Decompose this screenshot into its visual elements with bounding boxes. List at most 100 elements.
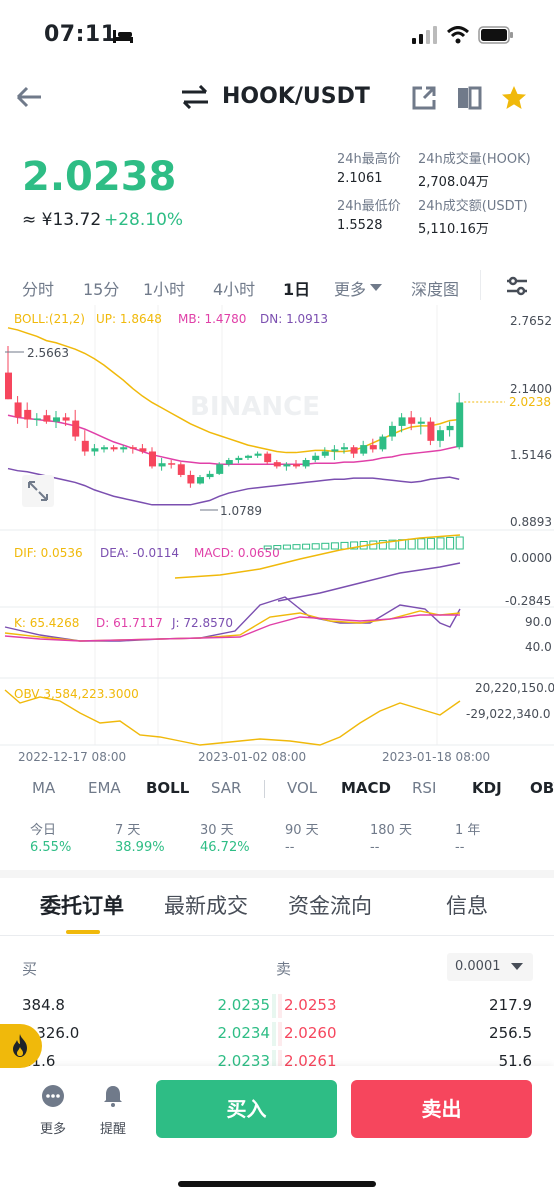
kdj-d-label: D: 61.7117 (96, 616, 163, 630)
tab-more[interactable]: 更多 (334, 276, 383, 300)
ind-ema[interactable]: EMA (88, 779, 121, 797)
high-value: 2.1061 (337, 171, 383, 186)
section-divider (0, 870, 554, 878)
orderbook-row[interactable]: 11.6 2.0233 2.0261 51.6 (0, 1048, 554, 1076)
tab-trades[interactable]: 最新成交 (164, 894, 248, 918)
perf-value-90d: -- (285, 840, 295, 855)
boll-mid-line (7, 414, 460, 466)
boll-dn-line (7, 467, 460, 506)
candle-body (14, 402, 22, 418)
candle-body (62, 417, 70, 421)
candle-body (129, 447, 137, 449)
candle-body (187, 474, 195, 484)
macd-dif-line (174, 534, 461, 579)
candle-body (206, 473, 214, 478)
alert-label: 提醒 (99, 1122, 126, 1137)
kdj-y-tick: 90.0 (525, 615, 552, 629)
vol-quote-label: 24h成交额(USDT) (418, 199, 528, 214)
y-tick-label: 2.1400 (510, 382, 552, 396)
favorite-button[interactable] (500, 84, 528, 112)
chart-settings-button[interactable] (505, 274, 529, 302)
battery-icon (478, 26, 513, 44)
tab-15m[interactable]: 15分 (83, 280, 120, 299)
share-icon (412, 86, 436, 110)
tab-orders[interactable]: 委托订单 (40, 894, 124, 918)
bell-icon (104, 1086, 122, 1107)
ind-kdj[interactable]: KDJ (472, 779, 502, 797)
perf-label-30d: 30 天 (200, 823, 234, 838)
ind-macd[interactable]: MACD (341, 779, 391, 797)
boll-dn-label: DN: 1.0913 (260, 312, 328, 326)
orderbook-sell-label: 卖 (276, 960, 292, 978)
orderbook-buy-label: 买 (22, 960, 38, 978)
kdj-k-label: K: 65.4268 (14, 616, 79, 630)
ind-obv[interactable]: OBV (530, 779, 554, 797)
candle-body (417, 421, 425, 424)
status-time: 07:11 (44, 22, 117, 47)
orderbook-row[interactable]: 384.8 2.0235 2.0253 217.9 (0, 992, 554, 1020)
depth-bar-sell (278, 1050, 282, 1074)
kdj-j-label: J: 72.8570 (171, 616, 233, 630)
tab-depth[interactable]: 深度图 (411, 280, 460, 299)
share-button[interactable] (410, 84, 438, 112)
ind-rsi[interactable]: RSI (412, 779, 437, 797)
low-label: 24h最低价 (337, 199, 401, 214)
alert-button[interactable]: 提醒 (88, 1084, 138, 1137)
sliders-icon (507, 276, 527, 296)
candle-body (331, 449, 339, 452)
tab-1d[interactable]: 1日 (283, 280, 311, 299)
ask-qty: 217.9 (489, 996, 532, 1014)
candle-body (139, 448, 147, 452)
depth-bar-buy (272, 994, 276, 1018)
macd-histogram-bar (455, 536, 464, 550)
split-view-icon (458, 86, 482, 110)
swap-icon (182, 84, 208, 109)
expand-chart-button[interactable] (22, 475, 54, 507)
price-cny: ≈ ¥13.72 (22, 210, 102, 230)
tab-fund-flow[interactable]: 资金流向 (288, 894, 372, 918)
ask-qty: 256.5 (489, 1024, 532, 1042)
candle-body (283, 464, 291, 467)
last-price: 2.0238 (22, 154, 177, 200)
orderbook-row[interactable]: 1,326.0 2.0234 2.0260 256.5 (0, 1020, 554, 1048)
macd-histogram-bar (407, 538, 416, 550)
macd-histogram-bar (263, 545, 272, 550)
tab-divider (480, 270, 481, 300)
kline-chart[interactable]: BINANCE 2.0238 2.7652 2.1400 1.5146 0.8893 2.5… (0, 305, 554, 767)
ind-boll[interactable]: BOLL (146, 779, 190, 797)
boll-label: BOLL:(21,2) (14, 312, 85, 326)
layout-button[interactable] (455, 84, 483, 112)
fire-icon (13, 1034, 27, 1057)
buy-button[interactable]: 买入 (156, 1080, 337, 1138)
candle-body (72, 420, 80, 437)
ask-price: 2.0261 (284, 1052, 337, 1070)
boll-up-label: UP: 1.8648 (96, 312, 162, 326)
ind-vol[interactable]: VOL (287, 779, 318, 797)
sell-button[interactable]: 卖出 (351, 1080, 532, 1138)
candle-body (293, 464, 300, 467)
tab-more-label: 更多 (334, 280, 367, 299)
candle-body (101, 447, 108, 450)
candle-body (264, 453, 272, 463)
back-button[interactable] (14, 82, 44, 112)
tab-time[interactable]: 分时 (22, 280, 55, 299)
pair-selector[interactable]: HOOK/USDT (180, 84, 370, 109)
tab-4h[interactable]: 4小时 (213, 280, 256, 299)
ind-ma[interactable]: MA (32, 779, 56, 797)
precision-select[interactable]: 0.0001 (447, 953, 533, 981)
arrow-left-icon (16, 86, 41, 108)
macd-dif-label: DIF: 0.0536 (14, 546, 83, 560)
candle-body (369, 445, 377, 450)
vol-quote-value: 5,110.16万 (418, 222, 489, 237)
candle-body (302, 460, 310, 467)
perf-value-180d: -- (370, 840, 380, 855)
tab-info[interactable]: 信息 (446, 894, 488, 918)
precision-value: 0.0001 (455, 959, 501, 974)
more-button[interactable]: 更多 (28, 1084, 78, 1137)
more-label: 更多 (39, 1122, 66, 1137)
section-line (0, 935, 554, 936)
depth-bar-sell (278, 1022, 282, 1046)
ind-sar[interactable]: SAR (211, 779, 242, 797)
hot-floating-button[interactable] (0, 1024, 42, 1068)
tab-1h[interactable]: 1小时 (143, 280, 186, 299)
